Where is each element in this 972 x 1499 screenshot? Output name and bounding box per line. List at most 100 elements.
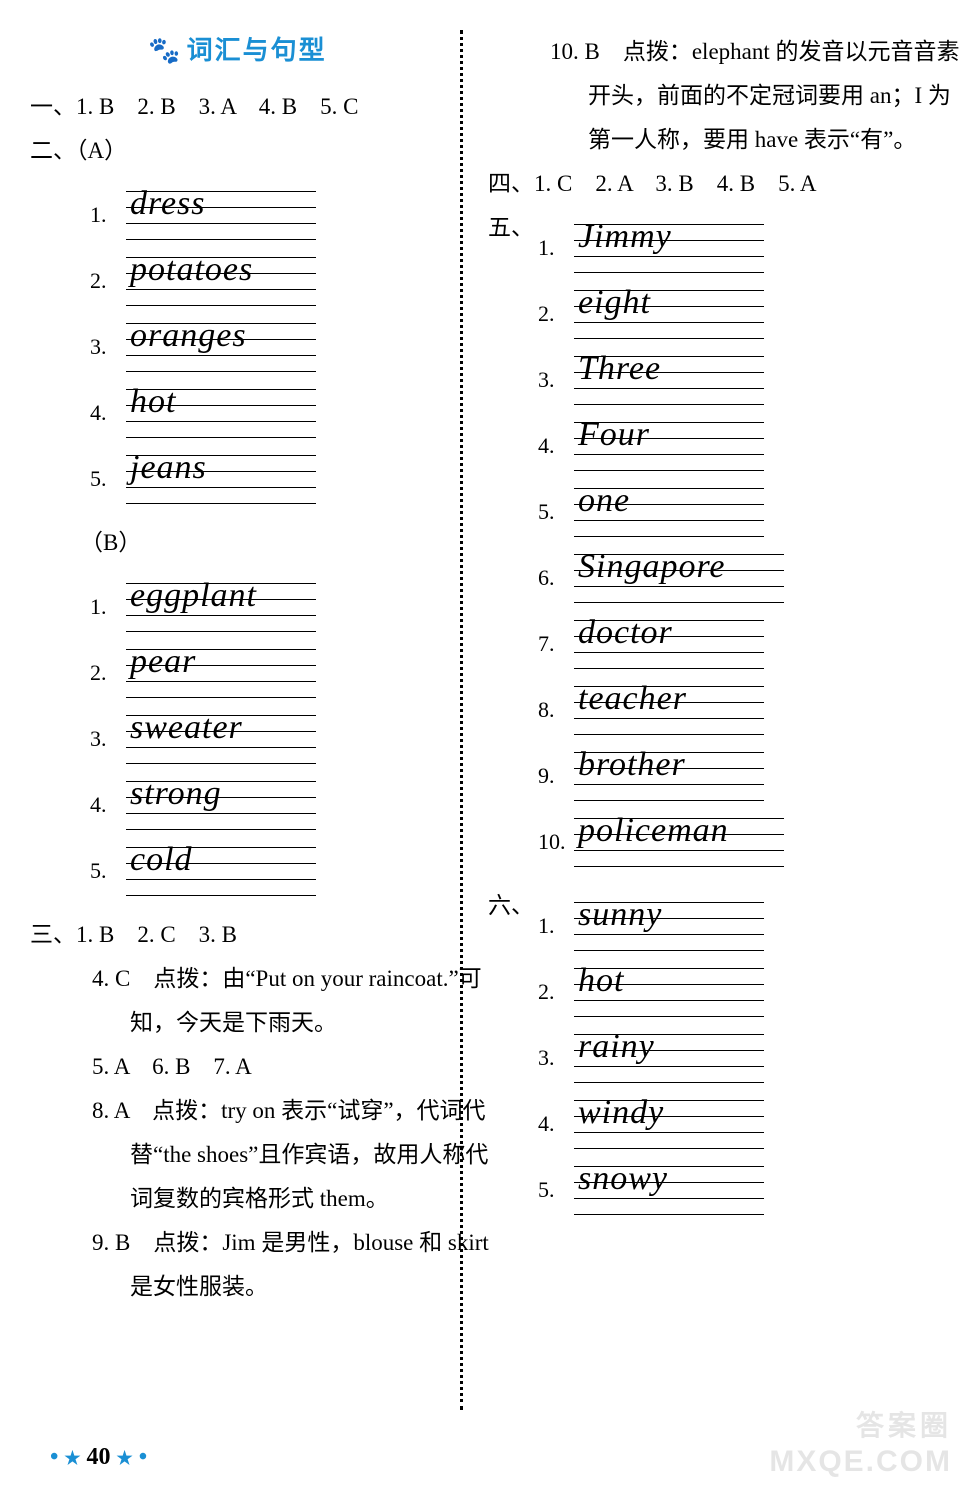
four-line-box: rainy — [574, 1034, 764, 1082]
q3-10c: 第一人称，要用 have 表示“有”。 — [588, 118, 943, 162]
item-number: 3. — [90, 334, 118, 360]
handwritten-word: eight — [578, 284, 651, 322]
item-number: 1. — [90, 202, 118, 228]
handwritten-word: Jimmy — [578, 218, 672, 256]
item-number: 6. — [538, 565, 566, 591]
four-line-box: Jimmy — [574, 224, 764, 272]
handwritten-word: policeman — [578, 812, 729, 850]
handwritten-word: hot — [578, 962, 624, 1000]
handwriting-item: 1. Jimmy — [538, 224, 943, 272]
handwriting-item: 4.strong — [90, 781, 445, 829]
handwriting-item: 3. sweater — [90, 715, 445, 763]
four-line-box: cold — [126, 847, 316, 895]
handwriting-item: 4.hot — [90, 389, 445, 437]
page-footer: • ★ 40 ★ • — [50, 1444, 147, 1471]
handwriting-item: 1.dress — [90, 191, 445, 239]
handwritten-word: Singapore — [578, 548, 726, 586]
list-q6: 1. sunny 2. hot 3. rainy 4. windy 5. snowy — [538, 884, 943, 1232]
handwritten-word: rainy — [578, 1028, 655, 1066]
handwritten-word: jeans — [130, 449, 207, 487]
handwritten-word: strong — [130, 775, 222, 813]
handwritten-word: potatoes — [130, 251, 253, 289]
handwritten-word: doctor — [578, 614, 673, 652]
right-column: 10. B 点拨：elephant 的发音以元音音素 开头，前面的不定冠词要用 … — [463, 30, 943, 1410]
q4-answers: 四、1. C 2. A 3. B 4. B 5. A — [488, 162, 943, 206]
q6-head: 六、 — [488, 884, 538, 928]
handwriting-item: 1. eggplant — [90, 583, 445, 631]
item-number: 4. — [90, 400, 118, 426]
handwritten-word: one — [578, 482, 630, 520]
item-number: 10. — [538, 829, 566, 855]
q3-10a: 10. B 点拨：elephant 的发音以元音音素 — [550, 30, 943, 74]
item-number: 5. — [90, 466, 118, 492]
q3-567: 5. A 6. B 7. A — [92, 1045, 445, 1089]
list-q5: 1.Jimmy2.eight3.Three4.Four5.one6.Singap… — [538, 206, 943, 884]
handwritten-word: sunny — [578, 896, 662, 934]
q2-head-A: 二、（A） — [30, 129, 445, 173]
item-number: 2. — [538, 301, 566, 327]
handwriting-item: 5.one — [538, 488, 943, 536]
q3-10b: 开头，前面的不定冠词要用 an；I 为 — [588, 74, 943, 118]
item-number: 5. — [538, 1177, 566, 1203]
footer-dot-icon: • — [50, 1444, 58, 1470]
q3-4b: 知，今天是下雨天。 — [130, 1001, 445, 1045]
handwritten-word: sweater — [130, 709, 243, 747]
two-column-layout: 🐾词汇与句型 一、1. B 2. B 3. A 4. B 5. C 二、（A） … — [30, 30, 932, 1410]
handwriting-item: 10.policeman — [538, 818, 943, 866]
q1-answers: 一、1. B 2. B 3. A 4. B 5. C — [30, 85, 445, 129]
four-line-box: jeans — [126, 455, 316, 503]
q3-8a: 8. A 点拨：try on 表示“试穿”，代词代 — [92, 1089, 445, 1133]
four-line-box: sunny — [574, 902, 764, 950]
item-number: 3. — [538, 367, 566, 393]
q3-8b: 替“the shoes”且作宾语，故用人称代 — [130, 1133, 445, 1177]
item-number: 1. — [538, 913, 566, 939]
handwritten-word: brother — [578, 746, 686, 784]
four-line-box: Four — [574, 422, 764, 470]
item-number: 8. — [538, 697, 566, 723]
title-text: 词汇与句型 — [187, 36, 327, 65]
item-number: 1. — [90, 594, 118, 620]
handwriting-item: 1. sunny — [538, 902, 943, 950]
q3-4a: 4. C 点拨：由“Put on your raincoat.”可 — [92, 957, 445, 1001]
watermark-cn: 答案圈 — [856, 1404, 952, 1444]
handwritten-word: cold — [130, 841, 193, 879]
four-line-box: windy — [574, 1100, 764, 1148]
item-number: 2. — [538, 979, 566, 1005]
handwritten-word: hot — [130, 383, 176, 421]
footer-dot-icon: • — [139, 1444, 147, 1470]
four-line-box: eggplant — [126, 583, 316, 631]
four-line-box: strong — [126, 781, 316, 829]
handwritten-word: dress — [130, 185, 206, 223]
four-line-box: eight — [574, 290, 764, 338]
four-line-box: doctor — [574, 620, 764, 668]
handwriting-item: 4. windy — [538, 1100, 943, 1148]
item-number: 5. — [538, 499, 566, 525]
handwriting-item: 4.Four — [538, 422, 943, 470]
four-line-box: sweater — [126, 715, 316, 763]
handwriting-item: 6. Singapore — [538, 554, 943, 602]
item-number: 1. — [538, 235, 566, 261]
handwriting-item: 2. hot — [538, 968, 943, 1016]
q5-head: 五、 — [488, 206, 538, 250]
handwriting-item: 7. doctor — [538, 620, 943, 668]
handwriting-item: 5. jeans — [90, 455, 445, 503]
q3-9b: 是女性服装。 — [130, 1265, 445, 1309]
q2-head-B: （B） — [80, 521, 445, 565]
four-line-box: brother — [574, 752, 764, 800]
item-number: 3. — [538, 1045, 566, 1071]
four-line-box: hot — [574, 968, 764, 1016]
handwritten-word: pear — [130, 643, 196, 681]
q3-8c: 词复数的宾格形式 them。 — [130, 1177, 445, 1221]
four-line-box: teacher — [574, 686, 764, 734]
four-line-box: Three — [574, 356, 764, 404]
item-number: 5. — [90, 858, 118, 884]
four-line-box: snowy — [574, 1166, 764, 1214]
handwriting-item: 5. snowy — [538, 1166, 943, 1214]
four-line-box: Singapore — [574, 554, 784, 602]
item-number: 3. — [90, 726, 118, 752]
four-line-box: potatoes — [126, 257, 316, 305]
handwritten-word: eggplant — [130, 577, 257, 615]
item-number: 7. — [538, 631, 566, 657]
item-number: 4. — [538, 1111, 566, 1137]
star-icon: ★ — [117, 1448, 133, 1468]
